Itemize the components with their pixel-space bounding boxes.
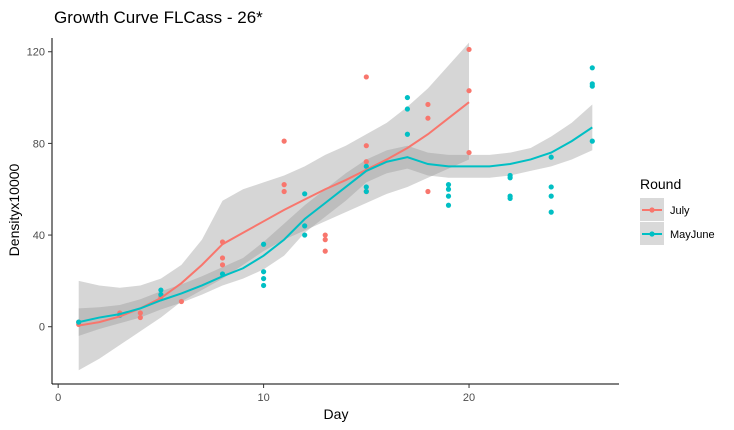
y-tick-label: 80	[33, 138, 45, 150]
x-tick-label: 20	[463, 392, 475, 404]
data-point-mayjune	[507, 172, 513, 179]
data-point-july	[322, 232, 328, 238]
chart-title: Growth Curve FLCass - 26*	[54, 8, 263, 27]
data-point-mayjune	[302, 223, 308, 229]
data-point-mayjune	[445, 193, 452, 199]
legend-key-point-july	[649, 207, 655, 213]
data-point-mayjune	[260, 275, 267, 282]
data-point-mayjune	[363, 188, 369, 195]
data-point-july	[219, 262, 226, 268]
legend-label-july: July	[670, 205, 690, 217]
data-point-july	[219, 255, 226, 261]
data-point-mayjune	[363, 184, 369, 190]
y-axis-title: Densityx10000	[6, 163, 22, 256]
data-point-july	[466, 149, 472, 156]
data-point-mayjune	[302, 232, 308, 238]
plot-area: 0 40 80 120 0 10 20	[27, 38, 619, 404]
x-tick-label: 10	[257, 392, 269, 404]
data-point-july	[425, 101, 431, 108]
data-point-mayjune	[302, 191, 308, 197]
data-point-mayjune	[548, 154, 554, 160]
data-point-mayjune	[548, 209, 554, 215]
legend-key-point-mayjune	[649, 231, 655, 237]
data-point-mayjune	[404, 131, 411, 137]
data-point-july	[281, 138, 287, 144]
data-point-mayjune	[404, 94, 411, 101]
legend-label-mayjune: MayJune	[670, 229, 715, 241]
data-point-mayjune	[260, 269, 267, 275]
data-point-mayjune	[404, 106, 411, 112]
smooth-line-mayjune	[78, 126, 593, 324]
data-point-mayjune	[363, 163, 369, 169]
data-point-july	[281, 188, 287, 195]
data-point-july	[363, 74, 369, 80]
data-point-july	[363, 143, 369, 149]
data-point-mayjune	[158, 287, 164, 293]
data-point-mayjune	[589, 138, 595, 144]
data-point-mayjune	[445, 182, 452, 188]
data-point-july	[137, 310, 143, 316]
data-point-july	[322, 237, 328, 243]
x-axis-title: Day	[324, 406, 349, 422]
y-tick-label: 0	[39, 322, 45, 334]
data-point-mayjune	[260, 241, 267, 247]
data-point-july	[425, 188, 431, 195]
data-point-mayjune	[445, 186, 452, 192]
y-tick-label: 120	[27, 47, 45, 59]
data-point-july	[322, 248, 328, 254]
y-tick-label: 40	[33, 230, 45, 242]
data-point-mayjune	[589, 81, 595, 87]
data-point-mayjune	[260, 282, 267, 289]
confidence-band-mayjune	[78, 104, 593, 336]
legend-title: Round	[640, 176, 681, 192]
data-point-mayjune	[507, 193, 513, 199]
data-point-july	[466, 88, 472, 94]
data-point-july	[363, 159, 369, 165]
data-point-july	[281, 182, 287, 188]
data-point-mayjune	[445, 202, 452, 208]
data-point-mayjune	[548, 193, 554, 199]
data-point-mayjune	[589, 65, 595, 71]
x-tick-label: 0	[55, 392, 61, 404]
data-point-july	[178, 298, 185, 305]
data-point-july	[466, 46, 472, 53]
legend: Round July MayJune	[640, 176, 715, 245]
data-point-july	[425, 115, 431, 121]
data-point-july	[137, 314, 143, 321]
confidence-band-july	[78, 42, 470, 371]
data-point-mayjune	[548, 184, 554, 190]
